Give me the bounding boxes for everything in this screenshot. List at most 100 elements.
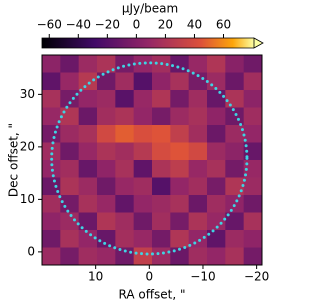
heatmap-cell (60, 125, 80, 143)
heatmap-cell (133, 90, 153, 108)
heatmap-cell (207, 212, 226, 231)
heatmap-cell (115, 212, 135, 231)
heatmap-cell (133, 55, 153, 73)
heatmap-cell (207, 247, 226, 266)
heatmap-cell (133, 212, 153, 231)
heatmap-cell (225, 177, 245, 196)
heatmap-cell (97, 107, 116, 126)
heatmap-cell (115, 177, 135, 196)
heatmap-cell (115, 72, 135, 91)
heatmap-cell (133, 72, 153, 91)
heatmap-cell (243, 72, 263, 91)
heatmap-cell (42, 107, 61, 126)
heatmap-cell (243, 160, 263, 178)
heatmap-cell (78, 247, 98, 266)
heatmap-cell (225, 212, 245, 231)
heatmap-cell (133, 142, 153, 161)
heatmap-cell (97, 230, 116, 248)
heatmap-cell (78, 195, 98, 213)
heatmap-cell (152, 107, 171, 126)
heatmap-cell (115, 125, 135, 143)
heatmap-cell (60, 160, 80, 178)
heatmap-cell (78, 125, 98, 143)
chart: μJy/beam RA offset, " Dec offset, " 10 0−… (7, 2, 270, 302)
heatmap-cell (60, 212, 80, 231)
heatmap-cell (170, 195, 190, 213)
x-axis-label: RA offset, " (119, 288, 186, 302)
heatmap-cell (115, 107, 135, 126)
heatmap-cell (60, 142, 80, 161)
heatmap-cell (152, 90, 171, 108)
heatmap-cell (60, 55, 80, 73)
colorbar-frame (41, 37, 254, 49)
heatmap-cell (207, 230, 226, 248)
heatmap-cell (152, 195, 171, 213)
colorbar-extend (253, 37, 264, 49)
heatmap-cell (152, 142, 171, 161)
heatmap-cell (115, 230, 135, 248)
heatmap-cell (188, 212, 208, 231)
heatmap-cell (188, 142, 208, 161)
heatmap-cell (97, 72, 116, 91)
heatmap-cell (78, 177, 98, 196)
heatmap-cell (152, 230, 171, 248)
heatmap-cell (133, 195, 153, 213)
heatmap-cell (243, 212, 263, 231)
heatmap-cell (207, 160, 226, 178)
heatmap-cell (115, 90, 135, 108)
heatmap-cell (78, 72, 98, 91)
colorbar-tick-label: −20 (95, 18, 120, 32)
heatmap-cell (78, 142, 98, 161)
heatmap-cell (97, 160, 116, 178)
heatmap-cell (152, 160, 171, 178)
colorbar (42, 38, 254, 48)
heatmap-cell (170, 247, 190, 266)
heatmap-cell (170, 125, 190, 143)
colorbar-tick-label: −40 (66, 18, 91, 32)
x-tick-label: 10 (88, 270, 103, 284)
heatmap-cell (133, 247, 153, 266)
heatmap-cell (78, 230, 98, 248)
heatmap-cell (60, 195, 80, 213)
primary-beam-ring (50, 61, 249, 256)
heatmap-cell (170, 142, 190, 161)
heatmap-cell (207, 90, 226, 108)
heatmap-cell (225, 125, 245, 143)
heatmap-cell (188, 72, 208, 91)
colorbar-tick-label: 40 (187, 18, 202, 32)
heatmap-cell (42, 90, 61, 108)
y-tick-label: 20 (20, 139, 35, 153)
heatmap-cell (78, 212, 98, 231)
heatmap-cell (42, 142, 61, 161)
y-tick-label: 30 (20, 87, 35, 101)
heatmap-cell (133, 230, 153, 248)
heatmap-cell (243, 142, 263, 161)
heatmap-cell (243, 90, 263, 108)
heatmap-cell (188, 195, 208, 213)
heatmap-cell (42, 72, 61, 91)
heatmap-cell (133, 107, 153, 126)
y-tick-label: 0 (27, 244, 35, 258)
heatmap-cell (225, 72, 245, 91)
heatmap-cell (188, 107, 208, 126)
heatmap-cell (97, 177, 116, 196)
heatmap-cell (243, 125, 263, 143)
heatmap-cell (152, 212, 171, 231)
colorbar-tick-label: 0 (133, 18, 141, 32)
heatmap-cell (243, 247, 263, 266)
heatmap-cell (97, 212, 116, 231)
heatmap-cell (170, 107, 190, 126)
heatmap-cell (225, 142, 245, 161)
heatmap-cell (97, 247, 116, 266)
heatmap-cell (42, 195, 61, 213)
heatmap-cell (42, 125, 61, 143)
heatmap-cell (115, 55, 135, 73)
heatmap-cell (42, 247, 61, 266)
heatmap-cell (152, 72, 171, 91)
x-tick-label: −20 (244, 270, 269, 284)
heatmap-cell (152, 247, 171, 266)
x-tick-label: −10 (190, 270, 215, 284)
heatmap-cell (207, 177, 226, 196)
heatmap-cell (188, 125, 208, 143)
heatmap-cell (225, 195, 245, 213)
